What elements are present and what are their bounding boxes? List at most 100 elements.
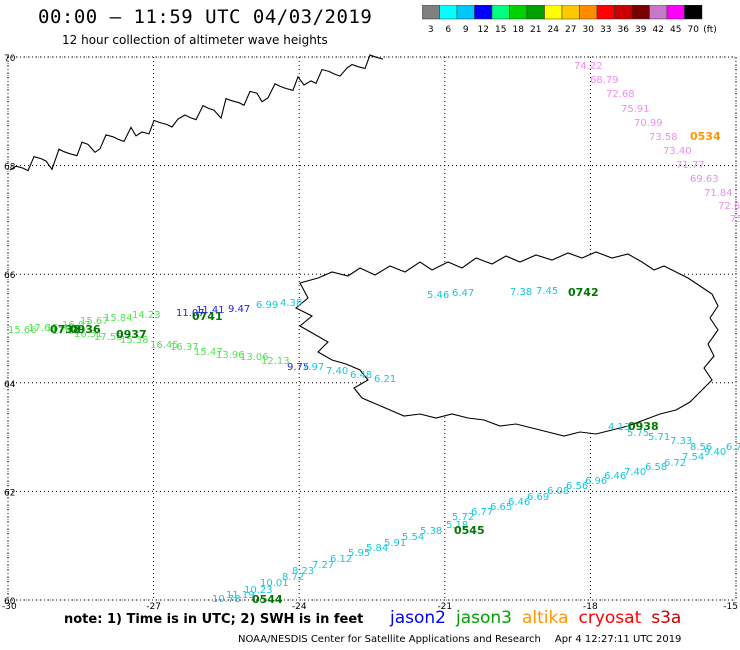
swh-value-label: 13.96 [216, 350, 245, 361]
swh-value-label: 11.07 [176, 308, 205, 319]
swh-value-label: 4.38 [280, 298, 302, 309]
swh-value-label: 17.65 [52, 326, 81, 337]
pass-time-label: 0741 [192, 310, 223, 323]
map-title: 00:00 – 11:59 UTC 04/03/2019 [38, 6, 373, 28]
swh-value-label: 75 [730, 214, 740, 225]
swh-value-label: 8.23 [292, 566, 314, 577]
swh-value-label: 14.23 [132, 310, 161, 321]
swh-value-label: 5.72 [452, 512, 474, 523]
swh-value-label: 5.71 [648, 432, 670, 443]
colorbar-label: 33 [600, 25, 611, 35]
pass-time-label: 0937 [116, 328, 147, 341]
map-frame [7, 56, 737, 601]
swh-value-label: 6.99 [256, 300, 278, 311]
swh-value-label: 5.18 [446, 520, 468, 531]
swh-value-label: 7.45 [536, 286, 558, 297]
swh-value-label: 6.69 [527, 492, 549, 503]
legend-jason3: jason3 [456, 608, 512, 628]
swh-value-label: 9.40 [704, 447, 726, 458]
wave-height-map: 70 68 66 64 62 60-30 -27 -24 -21 -18 -15 74.22 68.79… [2, 54, 740, 610]
color-scale-bar: 3 6 9 12 15 18 21 24 27 30 33 36 39 42 45 70 (ft) [422, 5, 717, 35]
swh-value-label: 5.38 [420, 526, 442, 537]
swh-value-label: 71.84 [704, 188, 733, 199]
pass-time-label: 0545 [454, 524, 485, 537]
swh-value-label: 7.38 [510, 287, 532, 298]
swh-value-label: 7.33 [670, 436, 692, 447]
pass-time-label: 0738 [50, 323, 81, 336]
colorbar-label: 12 [478, 25, 489, 35]
swh-value-label: 5.95 [348, 548, 370, 559]
latitude-tick-label: 70 [4, 54, 16, 64]
longitude-tick-label: -24 [292, 602, 307, 610]
swh-value-label: 4.13 [608, 422, 630, 433]
swh-value-label: 73.40 [663, 146, 692, 157]
colorbar-label: 6 [445, 25, 451, 35]
longitude-tick-label: -27 [146, 602, 161, 610]
swh-value-label: 7.40 [326, 366, 348, 377]
pass-time-label: 0936 [70, 323, 101, 336]
swh-value-label: 13.06 [240, 352, 269, 363]
greenland-coastline [9, 54, 384, 172]
pass-time-label: 0534 [690, 130, 721, 143]
latitude-tick-label: 64 [4, 380, 16, 390]
swh-value-label: 6.56 [566, 481, 588, 492]
swh-value-label: 15.38 [120, 335, 149, 346]
colorbar-label: 3 [428, 25, 434, 35]
swh-value-label: 16.37 [170, 342, 199, 353]
swh-value-label: 5.54 [402, 532, 424, 543]
colorbar-label: 9 [463, 25, 469, 35]
swh-value-label: 5.46 [427, 290, 449, 301]
swh-value-label: 15.84 [104, 313, 133, 324]
longitude-tick-label: -21 [437, 602, 452, 610]
colorbar-label: 15 [495, 25, 506, 35]
swh-value-label: 6.46 [508, 497, 530, 508]
pink-track: 74.22 68.79 72.68 75.91 70.99 73.58 73.40 71.77… [574, 61, 740, 225]
legend-jason2: jason2 [390, 608, 446, 628]
swh-value-label: 9.47 [228, 304, 250, 315]
swh-value-label: 68.79 [590, 75, 619, 86]
legend-altika: altika [522, 608, 569, 628]
swh-value-label: 6.58 [645, 462, 667, 473]
latitude-tick-label: 68 [4, 163, 16, 173]
units-note: note: 1) Time is in UTC; 2) SWH is in fe… [64, 612, 364, 627]
swh-value-label: 16.07 [62, 320, 91, 331]
colorbar-label: 39 [635, 25, 647, 35]
swh-value-label: 69.63 [690, 174, 719, 185]
colorbar-label: 36 [618, 25, 630, 35]
swh-value-label: 6.65 [490, 502, 512, 513]
legend-s3a: s3a [651, 608, 682, 628]
colorbar-unit: (ft) [703, 25, 717, 35]
pass-time-label: 0544 [252, 593, 283, 606]
latitude-tick-label: 66 [4, 271, 16, 281]
swh-value-label: 6.7 [726, 442, 740, 453]
altika-north-track: 6.99 4.38 5.46 6.47 7.38 7.45 7.97 7.40 6.48 6.21 [256, 286, 558, 385]
latitude-tick-label: 60 [4, 597, 16, 607]
swh-value-label: 8.72 [282, 572, 304, 583]
swh-value-label: 6.48 [350, 370, 372, 381]
colorbar-label: 27 [565, 25, 576, 35]
swh-value-label: 10.78 [212, 594, 241, 605]
swh-value-label: 5.91 [384, 538, 406, 549]
swh-value-label: 6.21 [374, 374, 396, 385]
south-track: 4.135.755.71 7.338.569.40 6.77.546.726.587… [212, 422, 740, 605]
swh-value-label: 75.91 [621, 104, 650, 115]
swh-value-label: 10.23 [244, 585, 273, 596]
credit-organization: NOAA/NESDIS Center for Satellite Applica… [238, 634, 541, 645]
swh-value-label: 11.19 [226, 590, 255, 601]
swh-value-label: 7.97 [302, 362, 324, 373]
swh-value-label: 72.68 [606, 89, 635, 100]
credit-line: NOAA/NESDIS Center for Satellite Applica… [238, 634, 681, 645]
swh-value-label: 71.77 [676, 160, 705, 171]
colorbar-label: 45 [670, 25, 681, 35]
colorbar-label: 30 [583, 25, 595, 35]
colorbar-label: 18 [513, 25, 525, 35]
colorbar-label: 70 [688, 25, 700, 35]
longitude-tick-label: -15 [723, 602, 738, 610]
longitude-tick-label: -30 [2, 602, 17, 610]
swh-value-label: 7.40 [624, 467, 646, 478]
swh-value-label: 6.72 [664, 458, 686, 469]
swh-value-label: 6.12 [330, 554, 352, 565]
colorbar-label: 42 [653, 25, 664, 35]
